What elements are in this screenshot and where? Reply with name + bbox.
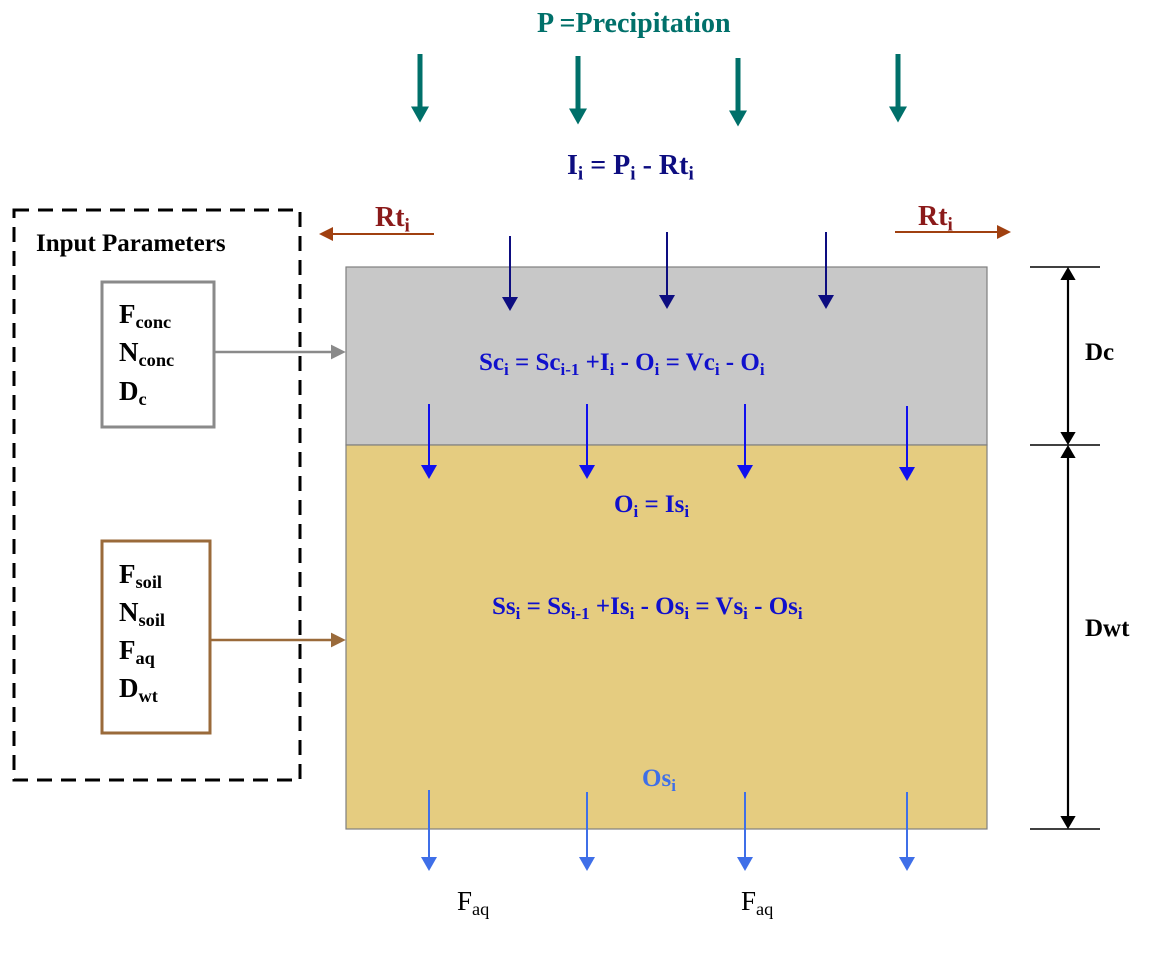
dwt-label: Dwt [1085, 615, 1130, 642]
eq-subscript: i [633, 501, 639, 521]
soil-outflow-label: Osi [642, 765, 676, 794]
eq-subscript: soil [135, 572, 163, 593]
eq-term: D [119, 673, 139, 703]
eq-subscript: i [743, 603, 748, 623]
soil-layer [345, 444, 988, 830]
eq-term: - O [719, 349, 760, 376]
eq-subscript: i [515, 603, 521, 623]
eq-subscript: i [504, 359, 509, 379]
eq-subscript: conc [135, 312, 172, 333]
eq-term: +I [579, 349, 610, 376]
eq-term: I [567, 150, 578, 181]
aquifer-label: Faq [741, 886, 773, 919]
eq-subscript: i [654, 359, 660, 379]
eq-term: = Vc [659, 349, 715, 376]
eq-subscript: aq [756, 899, 774, 920]
eq-subscript: soil [138, 610, 166, 631]
input-parameters-panel [12, 208, 302, 782]
eq-term: N [119, 337, 139, 367]
eq-term: F [457, 886, 473, 916]
eq-subscript: i [759, 359, 765, 379]
eq-term: F [119, 635, 136, 665]
eq-subscript: i [404, 215, 410, 237]
runoff-label-left: Rti [375, 202, 410, 236]
soil-storage-equation: Ssi = Ssi-1 +Isi - Osi = Vsi - Osi [492, 593, 803, 622]
eq-subscript: i [630, 163, 636, 185]
param-f-conc: Fconc [119, 299, 171, 332]
param-f-aq: Faq [119, 635, 155, 668]
eq-term: - Os [634, 593, 685, 620]
eq-term: Sc [479, 349, 504, 376]
eq-term: = Vs [689, 593, 744, 620]
eq-term: = P [583, 150, 631, 181]
eq-subscript: i [688, 163, 694, 185]
eq-term: Rt [375, 202, 405, 233]
param-n-conc: Nconc [119, 337, 174, 370]
eq-subscript: wt [138, 686, 158, 707]
eq-subscript: i [684, 603, 690, 623]
eq-subscript: i-1 [570, 603, 590, 623]
eq-subscript: c [138, 389, 147, 410]
param-d-wt: Dwt [119, 673, 158, 706]
eq-term: F [119, 299, 136, 329]
eq-term: D [119, 376, 139, 406]
eq-subscript: aq [472, 899, 490, 920]
eq-subscript: conc [138, 350, 175, 371]
eq-term: O [614, 491, 634, 518]
eq-term: - O [614, 349, 655, 376]
eq-term: = Ss [520, 593, 571, 620]
outflow-equation: Oi = Isi [614, 491, 689, 520]
eq-term: N [119, 597, 139, 627]
eq-term: Os [642, 765, 672, 792]
concrete-storage-equation: Sci = Sci-1 +Ii - Oi = Vci - Oi [479, 349, 765, 378]
aquifer-label: Faq [457, 886, 489, 919]
precipitation-title: P =Precipitation [537, 8, 731, 39]
param-d-c: Dc [119, 376, 147, 409]
eq-term: Rt [918, 201, 948, 232]
eq-term: = Is [638, 491, 685, 518]
soil-parameters-box [100, 539, 212, 735]
eq-subscript: i [609, 359, 615, 379]
eq-term: Ss [492, 593, 516, 620]
infiltration-equation: Ii = Pi - Rti [567, 150, 694, 184]
eq-subscript: i [714, 359, 720, 379]
eq-term: = Sc [508, 349, 561, 376]
eq-term: - Rt [635, 150, 689, 181]
eq-subscript: i [684, 501, 690, 521]
dc-label: Dc [1085, 339, 1115, 366]
eq-subscript: aq [135, 648, 155, 669]
eq-subscript: i [671, 775, 676, 795]
eq-term: - Os [747, 593, 798, 620]
eq-subscript: i [629, 603, 635, 623]
eq-subscript: i [947, 214, 953, 236]
eq-term: F [119, 559, 136, 589]
eq-subscript: i [577, 163, 584, 185]
eq-term: +Is [589, 593, 630, 620]
eq-subscript: i [797, 603, 803, 623]
concrete-parameters-box [100, 280, 216, 429]
eq-term: F [741, 886, 757, 916]
eq-subscript: i-1 [560, 359, 580, 379]
param-f-soil: Fsoil [119, 559, 162, 592]
runoff-label-right: Rti [918, 201, 953, 235]
param-n-soil: Nsoil [119, 597, 165, 630]
input-parameters-title: Input Parameters [36, 230, 226, 257]
